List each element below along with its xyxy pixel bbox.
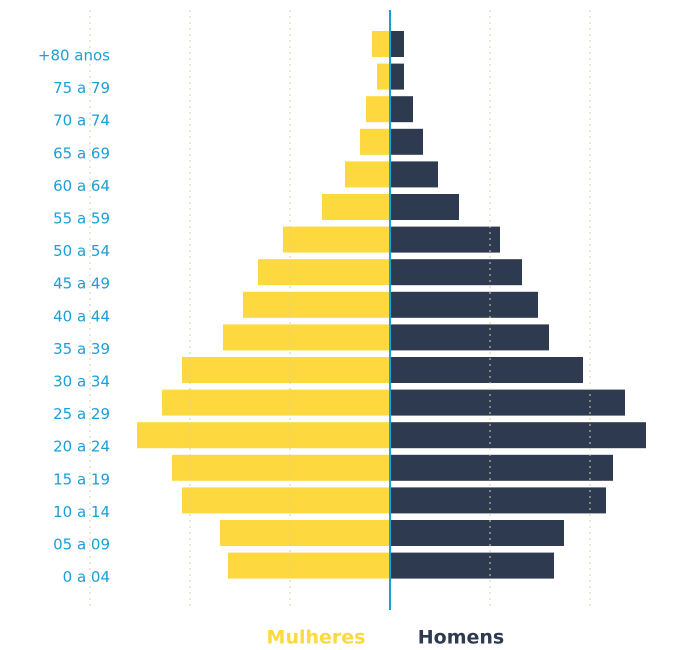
bar: [345, 161, 390, 188]
bar: [391, 520, 564, 546]
legend-label: Mulheres: [267, 627, 366, 649]
bar: [258, 259, 390, 286]
bar: [391, 324, 549, 351]
category-label: 60 a 64: [53, 177, 110, 195]
bar: [162, 389, 390, 416]
bar: [391, 422, 646, 449]
bar: [372, 31, 390, 57]
bar: [391, 259, 522, 286]
category-label: 10 a 14: [53, 503, 110, 521]
category-label: 25 a 29: [53, 405, 110, 423]
category-label: 35 a 39: [53, 340, 110, 358]
bar: [391, 487, 606, 514]
bar: [391, 161, 438, 188]
category-label: +80 anos: [38, 47, 110, 65]
bar: [377, 63, 390, 90]
category-label: 15 a 19: [53, 470, 110, 488]
bar: [391, 96, 413, 123]
bar: [366, 96, 390, 123]
bar: [391, 226, 500, 253]
category-label: 55 a 59: [53, 210, 110, 228]
legend-label: Homens: [418, 627, 504, 649]
bar: [391, 291, 538, 318]
bar: [182, 487, 390, 514]
bar: [172, 454, 390, 481]
bar: [360, 128, 390, 155]
bar: [391, 31, 404, 57]
bar: [220, 520, 390, 546]
bar: [391, 454, 613, 481]
category-label: 20 a 24: [53, 438, 110, 456]
bar: [243, 291, 390, 318]
bar: [391, 389, 625, 416]
category-label: 65 a 69: [53, 144, 110, 162]
category-label: 05 a 09: [53, 536, 110, 554]
bar: [391, 552, 554, 579]
category-label: 50 a 54: [53, 242, 110, 260]
bar: [137, 422, 390, 449]
category-label: 75 a 79: [53, 79, 110, 97]
category-label: 30 a 34: [53, 373, 110, 391]
category-label: 0 a 04: [63, 568, 110, 586]
bar: [391, 63, 404, 90]
bar: [391, 194, 459, 220]
category-label: 45 a 49: [53, 275, 110, 293]
bar: [322, 194, 390, 220]
bar: [391, 357, 583, 383]
bar: [223, 324, 390, 351]
category-label: 70 a 74: [53, 112, 110, 130]
bar: [283, 226, 390, 253]
bar: [391, 128, 423, 155]
bar: [182, 357, 390, 383]
category-label: 40 a 44: [53, 307, 110, 325]
bar: [228, 552, 390, 579]
